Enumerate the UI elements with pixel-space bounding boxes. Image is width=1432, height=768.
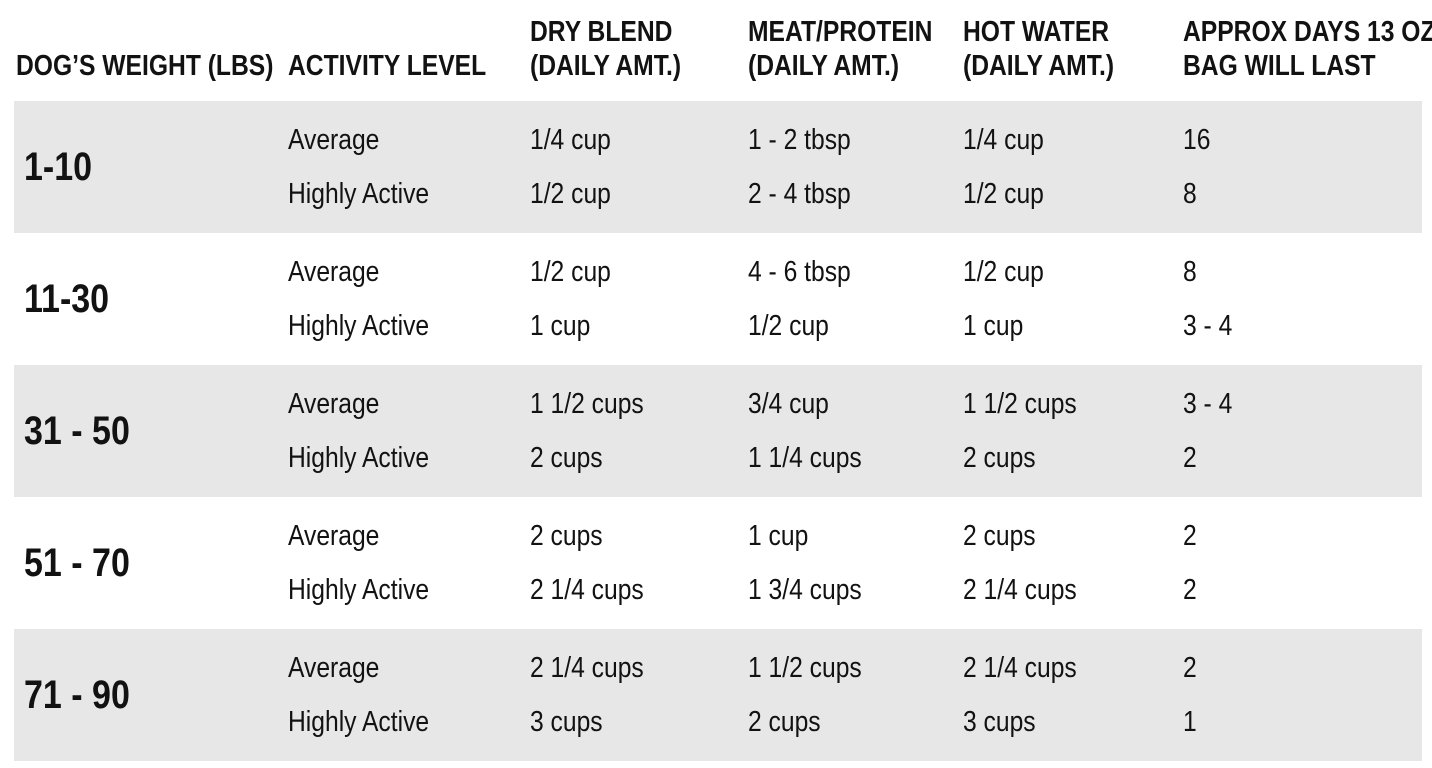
activity-level-cell: Highly Active bbox=[288, 177, 430, 210]
hot-water-cell: 2 1/4 cups bbox=[963, 651, 1077, 684]
hot-water-cell: 1 1/2 cups bbox=[963, 387, 1077, 420]
column-header-hot-water: HOT WATER (DAILY AMT.) bbox=[963, 0, 1183, 101]
meat-protein-cell: 1 3/4 cups bbox=[748, 573, 862, 606]
days-cell: 2 bbox=[1183, 441, 1197, 474]
hot-water-cell: 1 cup bbox=[963, 309, 1024, 342]
activity-level-cell: Average bbox=[288, 519, 380, 552]
activity-level-cell: Highly Active bbox=[288, 573, 430, 606]
meat-protein-cell: 3/4 cup bbox=[748, 387, 829, 420]
days-cell: 2 bbox=[1183, 651, 1197, 684]
activity-level-cell: Highly Active bbox=[288, 309, 430, 342]
column-header-dry-blend: DRY BLEND (DAILY AMT.) bbox=[530, 0, 748, 101]
meat-protein-cell: 2 cups bbox=[748, 705, 821, 738]
hot-water-cell: 3 cups bbox=[963, 705, 1036, 738]
days-cell: 8 bbox=[1183, 255, 1197, 288]
days-cell: 16 bbox=[1183, 123, 1211, 156]
meat-protein-cell: 4 - 6 tbsp bbox=[748, 255, 851, 288]
meat-protein-cell: 1 cup bbox=[748, 519, 809, 552]
weight-range-label: 11-30 bbox=[24, 276, 110, 321]
column-header-line: HOT WATER bbox=[963, 16, 1110, 48]
dry-blend-cell: 2 cups bbox=[530, 519, 603, 552]
meat-protein-cell: 1/2 cup bbox=[748, 309, 829, 342]
dry-blend-cell: 2 cups bbox=[530, 441, 603, 474]
activity-level-cell: Average bbox=[288, 651, 380, 684]
meat-protein-cell: 1 - 2 tbsp bbox=[748, 123, 851, 156]
column-header-activity-level: ACTIVITY LEVEL bbox=[288, 0, 530, 101]
column-header-dogs-weight: DOG’S WEIGHT (LBS) bbox=[14, 0, 288, 101]
column-header-line: ACTIVITY LEVEL bbox=[288, 50, 487, 82]
dry-blend-cell: 1/4 cup bbox=[530, 123, 611, 156]
hot-water-cell: 2 cups bbox=[963, 519, 1036, 552]
activity-level-cell: Average bbox=[288, 255, 380, 288]
weight-range-label: 1-10 bbox=[24, 144, 93, 189]
feeding-guide-table: DOG’S WEIGHT (LBS) ACTIVITY LEVEL DRY BL… bbox=[14, 0, 1432, 761]
dry-blend-cell: 1/2 cup bbox=[530, 177, 611, 210]
activity-level-cell: Average bbox=[288, 123, 380, 156]
column-header-line: (DAILY AMT.) bbox=[748, 50, 900, 82]
activity-level-cell: Average bbox=[288, 387, 380, 420]
column-header-meat-protein: MEAT/PROTEIN (DAILY AMT.) bbox=[748, 0, 963, 101]
days-cell: 3 - 4 bbox=[1183, 309, 1233, 342]
weight-group-11-30: 11-30 Average 1/2 cup 4 - 6 tbsp 1/2 cup… bbox=[14, 233, 1422, 365]
dry-blend-cell: 2 1/4 cups bbox=[530, 573, 644, 606]
weight-group-71-90: 71 - 90 Average 2 1/4 cups 1 1/2 cups 2 … bbox=[14, 629, 1422, 761]
hot-water-cell: 1/4 cup bbox=[963, 123, 1044, 156]
days-cell: 1 bbox=[1183, 705, 1197, 738]
meat-protein-cell: 1 1/2 cups bbox=[748, 651, 862, 684]
days-cell: 3 - 4 bbox=[1183, 387, 1233, 420]
table-header-row: DOG’S WEIGHT (LBS) ACTIVITY LEVEL DRY BL… bbox=[14, 0, 1432, 101]
dry-blend-cell: 1 1/2 cups bbox=[530, 387, 644, 420]
column-header-line: (DAILY AMT.) bbox=[530, 50, 682, 82]
days-cell: 2 bbox=[1183, 519, 1197, 552]
hot-water-cell: 2 1/4 cups bbox=[963, 573, 1077, 606]
hot-water-cell: 2 cups bbox=[963, 441, 1036, 474]
weight-range-label: 31 - 50 bbox=[24, 408, 130, 453]
activity-level-cell: Highly Active bbox=[288, 705, 430, 738]
weight-group-31-50: 31 - 50 Average 1 1/2 cups 3/4 cup 1 1/2… bbox=[14, 365, 1422, 497]
column-header-days-bag-lasts: APPROX DAYS 13 OZ BAG WILL LAST bbox=[1183, 0, 1432, 101]
dry-blend-cell: 1 cup bbox=[530, 309, 591, 342]
column-header-line: MEAT/PROTEIN bbox=[748, 16, 933, 48]
column-header-line: DOG’S WEIGHT (LBS) bbox=[16, 50, 274, 82]
weight-range-label: 71 - 90 bbox=[24, 672, 130, 717]
days-cell: 2 bbox=[1183, 573, 1197, 606]
hot-water-cell: 1/2 cup bbox=[963, 255, 1044, 288]
dry-blend-cell: 3 cups bbox=[530, 705, 603, 738]
dry-blend-cell: 1/2 cup bbox=[530, 255, 611, 288]
activity-level-cell: Highly Active bbox=[288, 441, 430, 474]
column-header-line: APPROX DAYS 13 OZ bbox=[1183, 16, 1432, 48]
meat-protein-cell: 1 1/4 cups bbox=[748, 441, 862, 474]
days-cell: 8 bbox=[1183, 177, 1197, 210]
hot-water-cell: 1/2 cup bbox=[963, 177, 1044, 210]
dry-blend-cell: 2 1/4 cups bbox=[530, 651, 644, 684]
column-header-line: (DAILY AMT.) bbox=[963, 50, 1115, 82]
weight-group-51-70: 51 - 70 Average 2 cups 1 cup 2 cups 2 Hi… bbox=[14, 497, 1422, 629]
column-header-line: DRY BLEND bbox=[530, 16, 673, 48]
column-header-line: BAG WILL LAST bbox=[1183, 50, 1376, 82]
weight-range-label: 51 - 70 bbox=[24, 540, 130, 585]
meat-protein-cell: 2 - 4 tbsp bbox=[748, 177, 851, 210]
weight-group-1-10: 1-10 Average 1/4 cup 1 - 2 tbsp 1/4 cup … bbox=[14, 101, 1422, 233]
